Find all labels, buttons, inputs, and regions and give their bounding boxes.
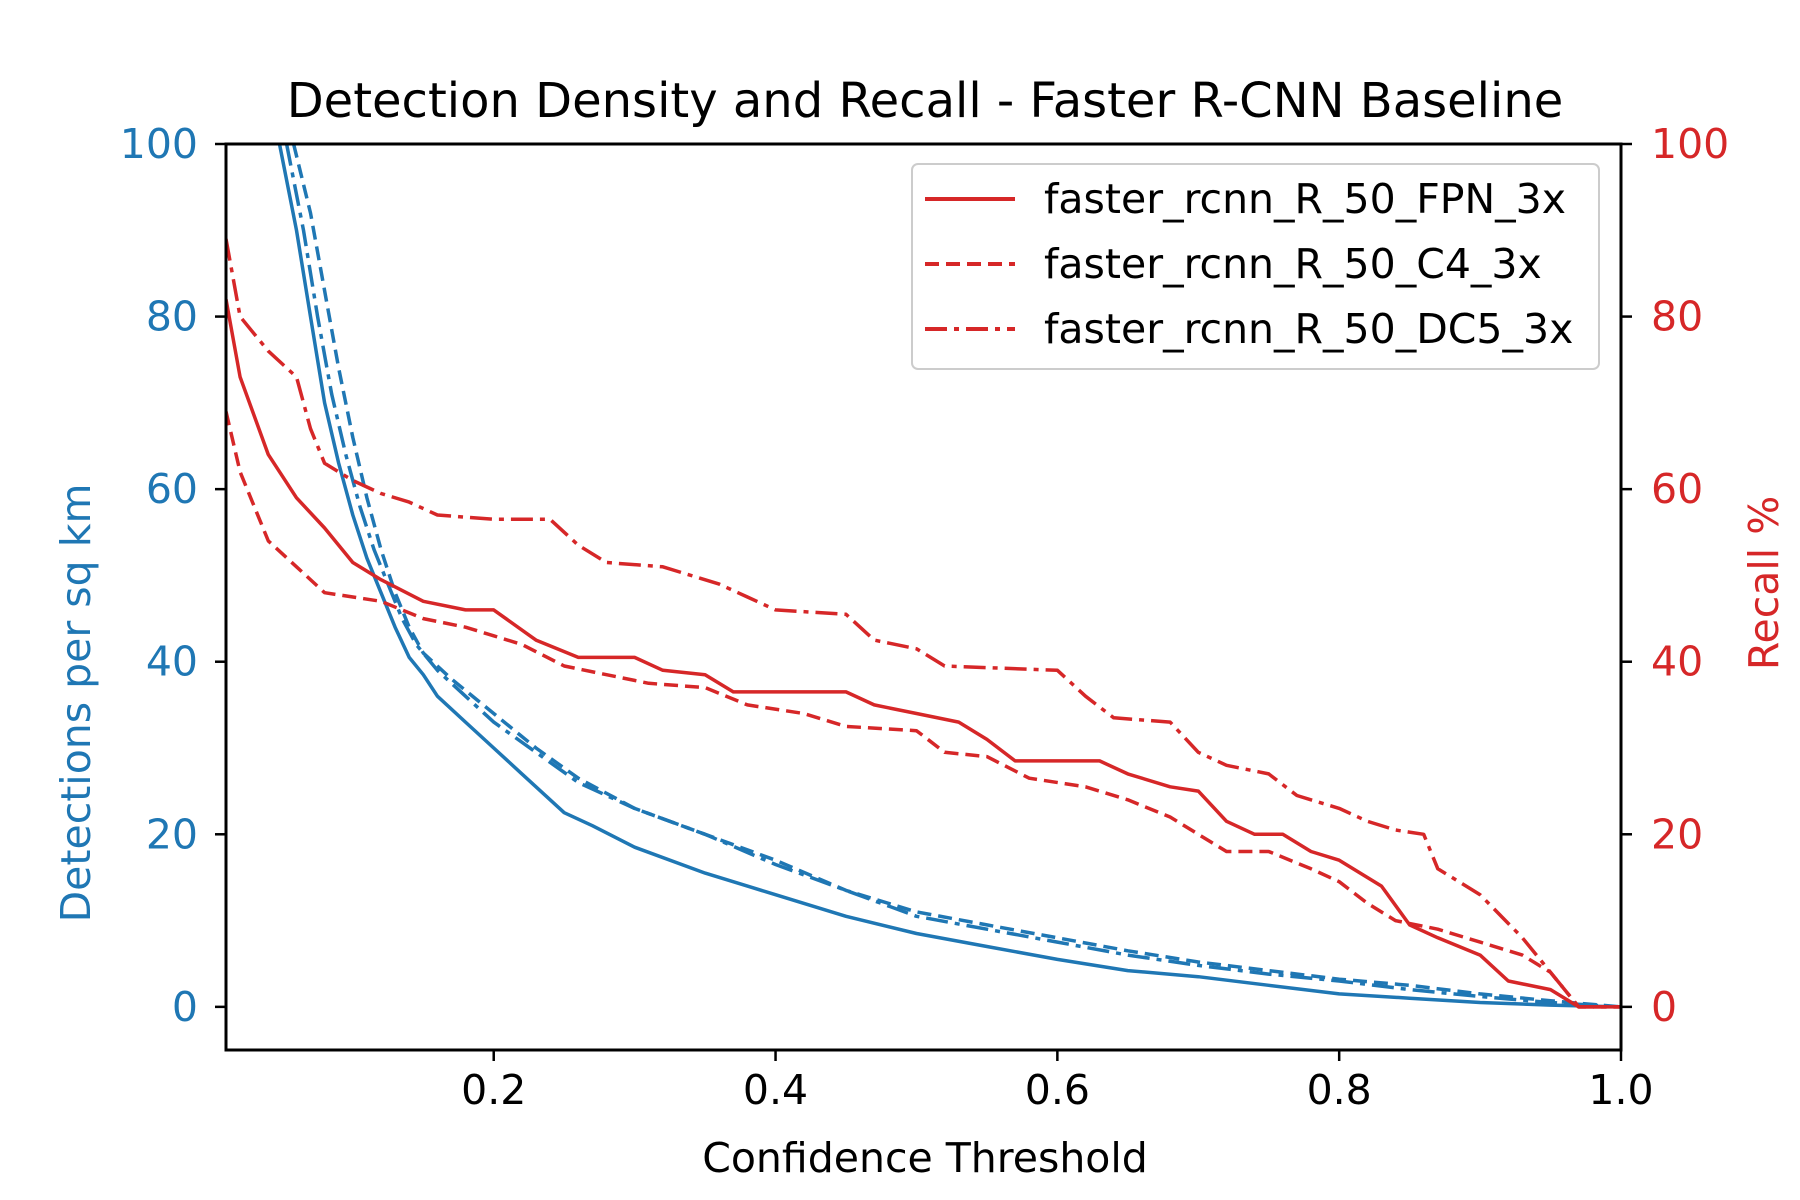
legend: faster_rcnn_R_50_FPN_3x faster_rcnn_R_50… [911, 163, 1600, 370]
x-tick-label: 1.0 [1588, 1066, 1653, 1114]
legend-label-c4: faster_rcnn_R_50_C4_3x [1044, 240, 1542, 288]
y-left-tick-label: 20 [146, 810, 198, 858]
y-right-tick-label: 40 [1651, 638, 1703, 686]
x-tick-label: 0.6 [1025, 1066, 1090, 1114]
y-axis-left-label: Detections per sq km [52, 484, 100, 923]
x-tick-label: 0.2 [461, 1066, 526, 1114]
y-left-tick-label: 100 [120, 120, 198, 168]
series-line-5 [226, 411, 1621, 1009]
y-right-tick-label: 20 [1651, 810, 1703, 858]
y-right-tick-label: 100 [1651, 120, 1729, 168]
y-left-tick-label: 80 [146, 293, 198, 341]
series-line-4 [226, 298, 1621, 1009]
y-right-tick-label: 80 [1651, 293, 1703, 341]
series-line-6 [226, 238, 1621, 1009]
series-line-3 [284, 144, 1621, 1009]
x-tick-label: 0.4 [743, 1066, 808, 1114]
chart-title: Detection Density and Recall - Faster R-… [287, 73, 1564, 129]
y-left-tick-label: 60 [146, 465, 198, 513]
y-left-tick-label: 40 [146, 638, 198, 686]
y-right-tick-label: 60 [1651, 465, 1703, 513]
series-layer [226, 144, 1621, 1009]
x-tick-label: 0.8 [1307, 1066, 1372, 1114]
legend-label-fpn: faster_rcnn_R_50_FPN_3x [1044, 175, 1566, 223]
y-right-tick-label: 0 [1651, 983, 1677, 1031]
y-left-tick-label: 0 [172, 983, 198, 1031]
ticks-layer: 0.2 0.4 0.6 0.8 1.0 0 20 40 60 80 100 0 20 40 60 80 100 [120, 120, 1730, 1114]
legend-label-dc5: faster_rcnn_R_50_DC5_3x [1044, 305, 1573, 353]
x-axis-label: Confidence Threshold [702, 1134, 1148, 1182]
y-axis-right-label: Recall % [1740, 496, 1788, 670]
series-line-1 [277, 144, 1621, 1009]
legend-box [911, 163, 1600, 370]
plot-frame [224, 142, 1623, 1052]
